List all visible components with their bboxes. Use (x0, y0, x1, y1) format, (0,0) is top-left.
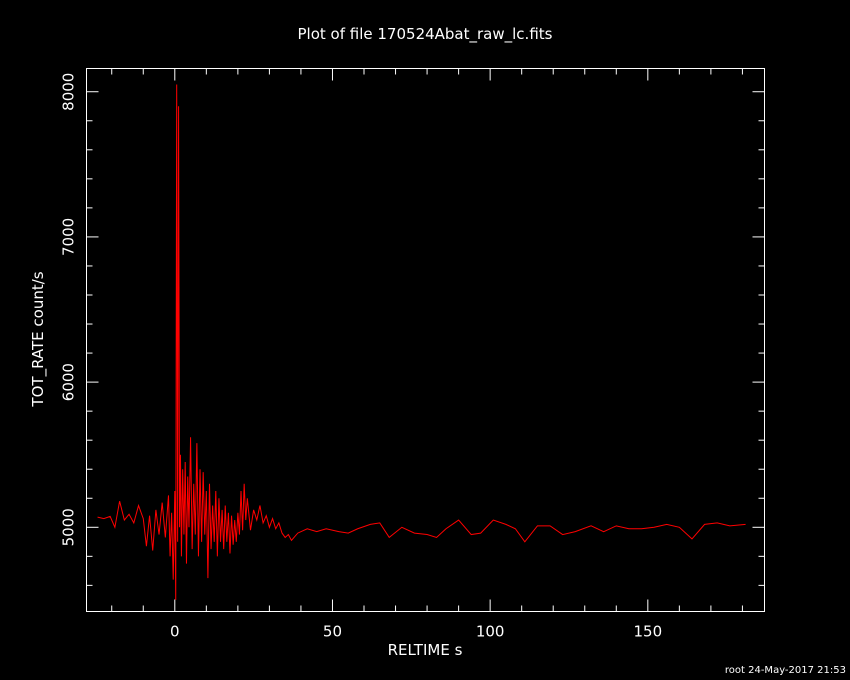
x-tick-label: 150 (634, 623, 663, 641)
x-tick-label: 0 (170, 623, 180, 641)
y-tick-label: 8000 (60, 73, 78, 111)
footer-timestamp: root 24-May-2017 21:53 (725, 665, 846, 676)
y-tick-label: 6000 (60, 363, 78, 401)
y-axis-label: TOT_RATE count/s (29, 271, 48, 407)
y-tick-label: 5000 (60, 508, 78, 546)
axis-ticks (86, 68, 765, 612)
x-axis-label: RELTIME s (388, 641, 463, 659)
plot-frame (86, 68, 765, 612)
x-tick-label: 50 (323, 623, 342, 641)
y-tick-label: 7000 (60, 218, 78, 256)
chart-title: Plot of file 170524Abat_raw_lc.fits (298, 25, 553, 44)
x-tick-label: 100 (476, 623, 505, 641)
series-line-tot-rate (97, 84, 746, 600)
axis-tick-labels: 0 50 100 150 5000 6000 7000 8000 (60, 73, 663, 641)
